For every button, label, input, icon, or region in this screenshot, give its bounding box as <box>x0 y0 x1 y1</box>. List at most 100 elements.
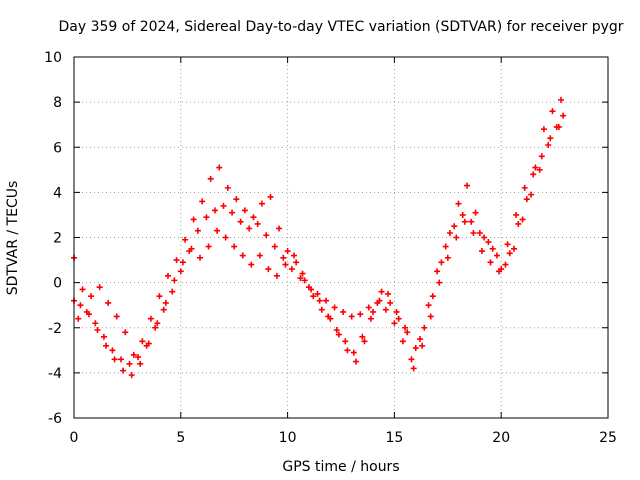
data-point <box>293 259 300 266</box>
x-tick-label: 0 <box>70 430 79 446</box>
data-point <box>515 220 522 227</box>
data-point <box>504 241 511 248</box>
data-point <box>376 297 383 304</box>
y-tick-label: -6 <box>48 411 62 427</box>
data-point <box>216 164 223 171</box>
data-point <box>239 252 246 259</box>
data-point <box>248 261 255 268</box>
y-tick-label: 4 <box>53 185 62 201</box>
data-point <box>173 257 180 264</box>
data-point <box>408 356 415 363</box>
data-point <box>96 284 103 291</box>
data-point <box>273 272 280 279</box>
series-sdtvar-track-c <box>75 123 562 379</box>
data-point <box>75 315 82 322</box>
data-point <box>280 254 287 261</box>
data-point <box>451 223 458 230</box>
data-point <box>199 198 206 205</box>
data-point <box>301 277 308 284</box>
data-point <box>382 306 389 313</box>
data-series <box>71 96 567 379</box>
x-tick-label: 25 <box>599 430 617 446</box>
series-sdtvar-track-b <box>71 96 565 365</box>
data-point <box>77 302 84 309</box>
data-point <box>241 207 248 214</box>
data-point <box>455 200 462 207</box>
data-point <box>126 360 133 367</box>
data-point <box>367 315 374 322</box>
data-point <box>314 290 321 297</box>
data-point <box>111 356 118 363</box>
data-point <box>419 342 426 349</box>
data-point <box>258 200 265 207</box>
data-point <box>190 216 197 223</box>
data-point <box>444 254 451 261</box>
data-point <box>459 211 466 218</box>
data-point <box>523 196 530 203</box>
data-point <box>171 277 178 284</box>
grid <box>74 57 608 418</box>
data-point <box>100 333 107 340</box>
data-point <box>182 236 189 243</box>
data-point <box>370 308 377 315</box>
data-point <box>152 324 159 331</box>
data-point <box>502 261 509 268</box>
data-point <box>342 338 349 345</box>
data-point <box>265 266 272 273</box>
data-point <box>145 340 152 347</box>
data-point <box>555 123 562 130</box>
data-point <box>558 96 565 103</box>
data-point <box>391 320 398 327</box>
data-point <box>402 324 409 331</box>
y-tick-label: 2 <box>53 231 62 247</box>
y-axis-label: SDTVAR / TECUs <box>5 181 21 296</box>
data-point <box>476 229 483 236</box>
data-point <box>436 279 443 286</box>
data-point <box>461 218 468 225</box>
data-point <box>323 297 330 304</box>
data-point <box>128 372 135 379</box>
data-point <box>464 182 471 189</box>
data-point <box>188 245 195 252</box>
data-point <box>365 304 372 311</box>
data-point <box>434 268 441 275</box>
data-point <box>318 306 325 313</box>
data-point <box>478 248 485 255</box>
data-point <box>404 329 411 336</box>
data-point <box>417 336 424 343</box>
data-point <box>246 225 253 232</box>
y-tick-label: -2 <box>48 321 62 337</box>
data-point <box>105 299 112 306</box>
data-point <box>194 227 201 234</box>
chart-title: Day 359 of 2024, Sidereal Day-to-day VTE… <box>58 19 623 35</box>
data-point <box>214 227 221 234</box>
data-point <box>205 243 212 250</box>
data-point <box>481 234 488 241</box>
data-point <box>179 259 186 266</box>
data-point <box>530 171 537 178</box>
data-point <box>79 286 86 293</box>
data-point <box>438 259 445 266</box>
data-point <box>154 320 161 327</box>
data-point <box>538 153 545 160</box>
data-point <box>340 308 347 315</box>
data-point <box>528 191 535 198</box>
data-point <box>122 329 129 336</box>
data-point <box>359 333 366 340</box>
y-tick-label: -4 <box>48 366 62 382</box>
data-point <box>335 331 342 338</box>
data-point <box>493 252 500 259</box>
data-point <box>211 207 218 214</box>
data-point <box>137 360 144 367</box>
data-point <box>156 293 163 300</box>
data-point <box>224 184 231 191</box>
data-point <box>310 293 317 300</box>
data-point <box>254 220 261 227</box>
data-point <box>395 315 402 322</box>
data-point <box>496 268 503 275</box>
data-point <box>267 193 274 200</box>
data-point <box>485 239 492 246</box>
data-point <box>271 243 278 250</box>
data-point <box>333 327 340 334</box>
